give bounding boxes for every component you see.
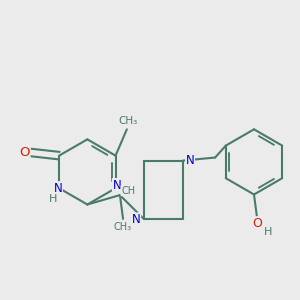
Text: N: N [53,182,62,195]
Text: N: N [112,178,121,192]
Text: N: N [186,154,194,167]
Text: CH: CH [121,186,135,196]
Text: H: H [49,194,58,205]
Text: CH₃: CH₃ [118,116,138,126]
Text: N: N [132,213,141,226]
Text: H: H [264,227,272,237]
Text: O: O [20,146,30,159]
Text: CH₃: CH₃ [114,222,132,232]
Text: O: O [252,217,262,230]
